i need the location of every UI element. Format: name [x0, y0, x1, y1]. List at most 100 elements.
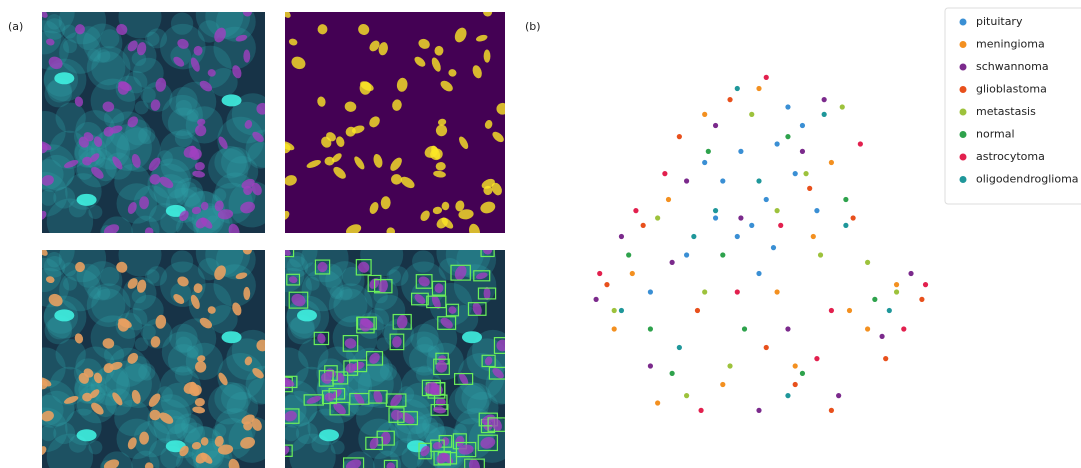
point — [923, 282, 928, 287]
point — [594, 297, 599, 302]
legend-label: metastasis — [976, 105, 1036, 118]
point — [818, 252, 823, 257]
point — [793, 382, 798, 387]
point — [702, 160, 707, 165]
point — [641, 223, 646, 228]
point — [655, 215, 660, 220]
point — [775, 208, 780, 213]
point — [735, 289, 740, 294]
legend-label: pituitary — [976, 15, 1023, 28]
point — [666, 197, 671, 202]
legend-label: glioblastoma — [976, 83, 1047, 96]
legend-marker — [960, 176, 967, 183]
point — [908, 271, 913, 276]
bright-cell — [222, 331, 242, 343]
legend-label: normal — [976, 128, 1015, 141]
point — [800, 149, 805, 154]
point — [756, 271, 761, 276]
point — [727, 363, 732, 368]
point — [836, 393, 841, 398]
point — [814, 356, 819, 361]
point — [648, 326, 653, 331]
point — [894, 289, 899, 294]
tissue — [428, 346, 440, 358]
point — [822, 97, 827, 102]
point — [684, 252, 689, 257]
image-bg — [285, 12, 505, 233]
point — [800, 371, 805, 376]
point — [713, 215, 718, 220]
point — [720, 382, 725, 387]
point — [713, 208, 718, 213]
point — [619, 234, 624, 239]
tissue — [246, 366, 284, 404]
tissue — [446, 232, 491, 277]
bright-cell — [297, 309, 317, 321]
point — [919, 297, 924, 302]
point — [843, 223, 848, 228]
point — [775, 289, 780, 294]
point — [756, 178, 761, 183]
point — [843, 197, 848, 202]
figure: (a) (b) pituitarymeningiomaschwannomagli… — [0, 0, 1081, 468]
point — [883, 356, 888, 361]
tissue — [27, 258, 61, 292]
point — [698, 408, 703, 413]
point — [807, 186, 812, 191]
legend-label: meningioma — [976, 38, 1045, 51]
point — [865, 326, 870, 331]
legend-marker — [960, 41, 967, 48]
point — [803, 171, 808, 176]
point — [894, 282, 899, 287]
tissue — [376, 337, 390, 351]
point — [822, 112, 827, 117]
point — [785, 393, 790, 398]
bright-cell — [462, 331, 482, 343]
point — [648, 289, 653, 294]
point — [670, 260, 675, 265]
micro-image — [23, 229, 284, 468]
tissue — [59, 269, 101, 311]
bright-cell — [54, 72, 74, 84]
point — [633, 208, 638, 213]
bright-cell — [222, 94, 242, 106]
point — [735, 86, 740, 91]
point — [713, 123, 718, 128]
legend-marker — [960, 19, 967, 26]
tissue — [246, 130, 284, 168]
point — [706, 149, 711, 154]
point — [840, 104, 845, 109]
point — [612, 308, 617, 313]
point — [720, 178, 725, 183]
point — [793, 171, 798, 176]
point — [749, 223, 754, 228]
point — [648, 363, 653, 368]
legend-label: oligodendroglioma — [976, 173, 1079, 186]
point — [655, 400, 660, 405]
tissue — [187, 109, 199, 121]
point — [684, 178, 689, 183]
tissue — [27, 20, 61, 54]
point — [829, 308, 834, 313]
tissue — [147, 28, 167, 48]
point — [785, 104, 790, 109]
panel-label: (b) — [525, 20, 541, 33]
point — [887, 308, 892, 313]
point — [811, 234, 816, 239]
point — [756, 86, 761, 91]
point — [851, 215, 856, 220]
tissue — [59, 32, 101, 74]
point — [684, 393, 689, 398]
point — [749, 112, 754, 117]
tissue — [135, 337, 149, 351]
point — [829, 408, 834, 413]
point — [735, 234, 740, 239]
micro-image — [23, 0, 284, 248]
point — [738, 149, 743, 154]
point — [662, 171, 667, 176]
point — [865, 260, 870, 265]
legend-label: schwannoma — [976, 60, 1049, 73]
point — [677, 134, 682, 139]
legend-marker — [960, 154, 967, 161]
legend-marker — [960, 131, 967, 138]
